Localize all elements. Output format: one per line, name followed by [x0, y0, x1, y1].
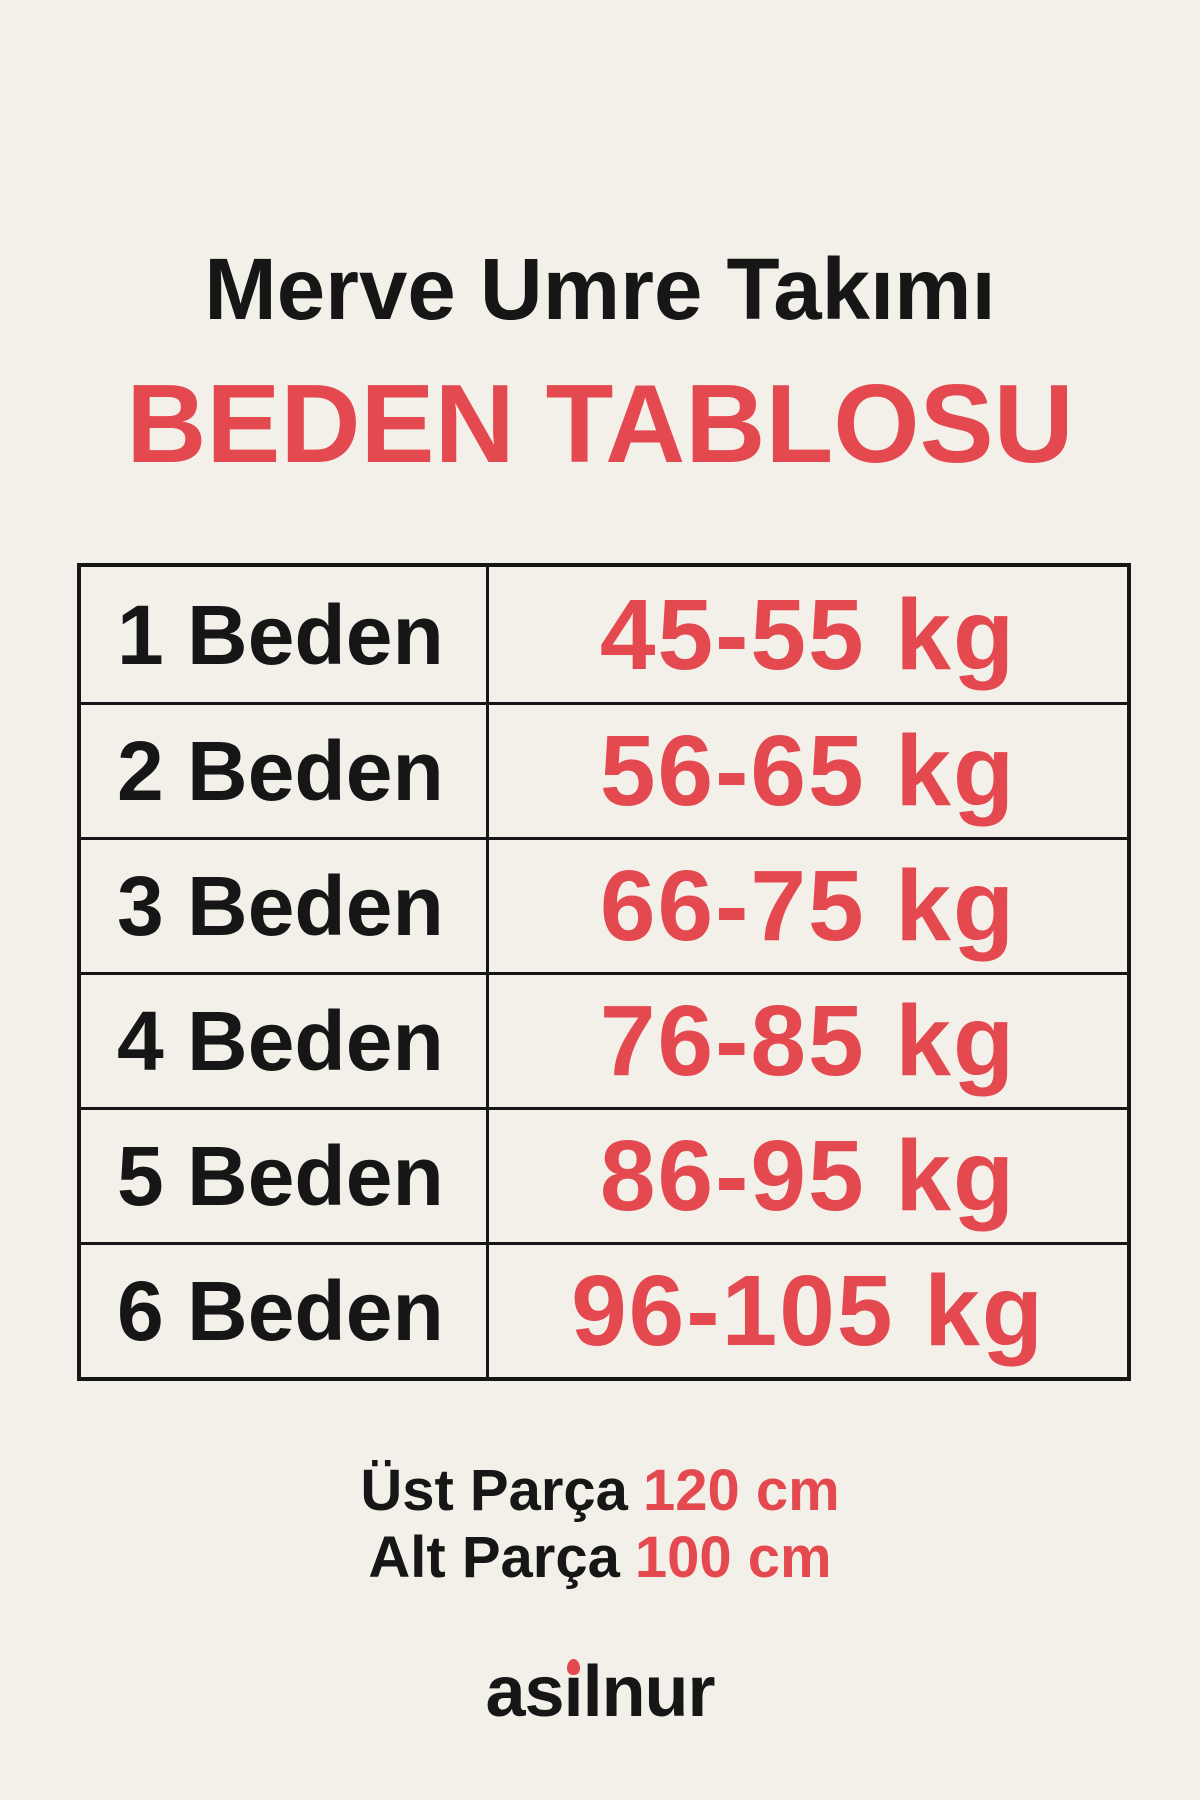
table-row: 2 Beden 56-65 kg: [81, 702, 1127, 837]
brand-dotted-i: ı: [564, 1656, 584, 1728]
weight-range-cell: 96-105 kg: [571, 1255, 1045, 1367]
weight-range-cell: 45-55 kg: [599, 578, 1017, 691]
size-label-cell: 5 Beden: [81, 1110, 489, 1242]
weight-range-cell: 76-85 kg: [599, 985, 1017, 1097]
brand-text-end: lnur: [582, 1652, 716, 1732]
brand-text-i: ı: [563, 1652, 584, 1732]
size-label-cell: 1 Beden: [81, 567, 489, 702]
size-label-cell: 2 Beden: [81, 705, 489, 837]
table-row: 5 Beden 86-95 kg: [81, 1107, 1127, 1242]
size-label-cell: 3 Beden: [81, 840, 489, 972]
table-row: 6 Beden 96-105 kg: [81, 1242, 1127, 1377]
page-title: BEDEN TABLOSU: [126, 362, 1074, 486]
table-row: 4 Beden 76-85 kg: [81, 972, 1127, 1107]
weight-range-cell: 86-95 kg: [599, 1120, 1017, 1232]
measurement-line: Alt Parça 100 cm: [0, 1524, 1200, 1591]
measurement-label: Üst Parça: [360, 1458, 628, 1523]
size-label-cell: 6 Beden: [81, 1245, 489, 1377]
measurement-value: 120 cm: [642, 1458, 840, 1523]
weight-range-cell: 66-75 kg: [599, 850, 1017, 962]
measurement-line: Üst Parça 120 cm: [0, 1457, 1200, 1524]
weight-range-cell: 56-65 kg: [599, 715, 1017, 827]
brand-logo: as ılnur: [0, 1656, 1200, 1728]
measurement-value: 100 cm: [634, 1525, 832, 1590]
table-row: 3 Beden 66-75 kg: [81, 837, 1127, 972]
brand-text-start: as: [485, 1652, 564, 1732]
measurement-label: Alt Parça: [368, 1525, 620, 1590]
size-table: 1 Beden 45-55 kg 2 Beden 56-65 kg 3 Bede…: [77, 563, 1131, 1381]
piece-measurements: Üst Parça 120 cm Alt Parça 100 cm: [0, 1457, 1200, 1591]
tulip-dot-icon: [567, 1659, 581, 1675]
size-label-cell: 4 Beden: [81, 975, 489, 1107]
product-title: Merve Umre Takımı: [204, 241, 996, 338]
table-row: 1 Beden 45-55 kg: [81, 567, 1127, 702]
